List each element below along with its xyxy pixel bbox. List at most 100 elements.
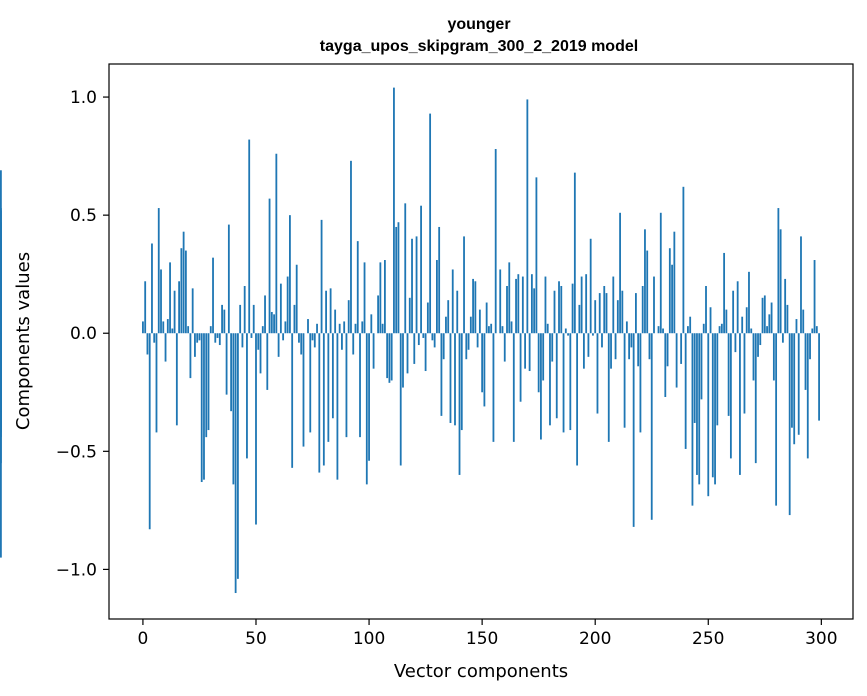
x-tick-label: 300 [805,629,837,649]
bar [327,333,330,442]
bar [698,333,701,485]
x-tick-label: 100 [353,629,385,649]
bar [492,333,495,442]
bar [223,309,226,334]
bar [625,321,628,334]
bar [467,333,470,350]
bar [246,333,248,459]
bar [763,295,766,334]
bar [623,333,626,428]
bar [196,333,199,343]
bar [750,328,753,334]
bar [483,333,486,407]
bar [408,297,411,334]
y-tick-label: 0.0 [70,324,97,344]
bar [546,323,549,334]
bar [379,262,382,334]
bar [255,333,257,525]
bar [632,333,635,527]
bar [510,321,513,334]
bar [788,333,791,516]
bar [175,333,178,426]
bar [449,333,452,423]
bar [806,333,809,459]
bar [804,333,807,390]
bar [465,333,468,360]
bar [732,290,735,334]
bar [368,333,370,461]
bar [189,333,192,379]
bar [743,333,746,414]
bar [359,333,361,438]
bar [775,333,778,506]
bar [675,333,678,388]
bar [560,286,563,334]
bar [225,333,228,395]
bar [596,333,599,414]
bar [402,333,404,388]
bar [800,236,802,334]
bar [180,248,183,334]
bar [659,212,662,334]
bar [793,333,796,445]
bar [203,333,205,480]
bar [736,281,739,334]
bar [142,321,144,334]
bar [426,302,429,334]
bar [230,333,233,412]
bar [637,333,640,367]
bar [259,333,262,374]
bar [298,333,300,343]
bar [212,257,214,334]
bar [711,333,714,478]
bar [144,281,147,334]
bar [363,262,366,334]
bar [601,333,603,348]
bar [311,333,314,341]
bar [372,333,375,369]
bar [777,208,780,334]
bar [772,333,775,381]
bar [261,326,264,334]
bar [442,333,445,360]
bar [284,321,287,334]
bar [454,333,456,426]
bar [779,229,782,334]
bar [630,333,633,348]
bar [243,286,246,334]
bar [234,333,237,594]
bar [205,333,208,438]
bar [0,238,2,334]
bar [438,226,441,334]
bar [345,333,348,438]
y-tick-label: −1.0 [56,560,97,580]
bar [194,333,196,357]
bar [365,333,368,485]
bar [474,281,477,334]
bar [537,333,540,393]
bar [356,241,359,334]
bar [700,333,703,400]
bar [164,333,167,362]
x-axis: 0 50 100 150 200 250 300 [138,619,838,649]
bar [702,323,705,334]
bar [148,333,151,530]
bar [153,333,156,343]
bar [621,290,624,334]
bar [635,293,637,334]
bar [354,323,357,334]
x-tick-label: 150 [466,629,498,649]
bar [413,333,416,364]
bar [0,333,2,412]
bar [472,278,474,334]
bar [727,333,730,416]
bar [705,286,707,334]
bar [650,333,653,520]
bar [227,224,230,334]
bar [277,333,280,357]
bar [605,293,608,334]
bar [341,333,343,350]
bar [761,297,764,334]
bar [307,319,309,334]
bar [802,309,805,334]
